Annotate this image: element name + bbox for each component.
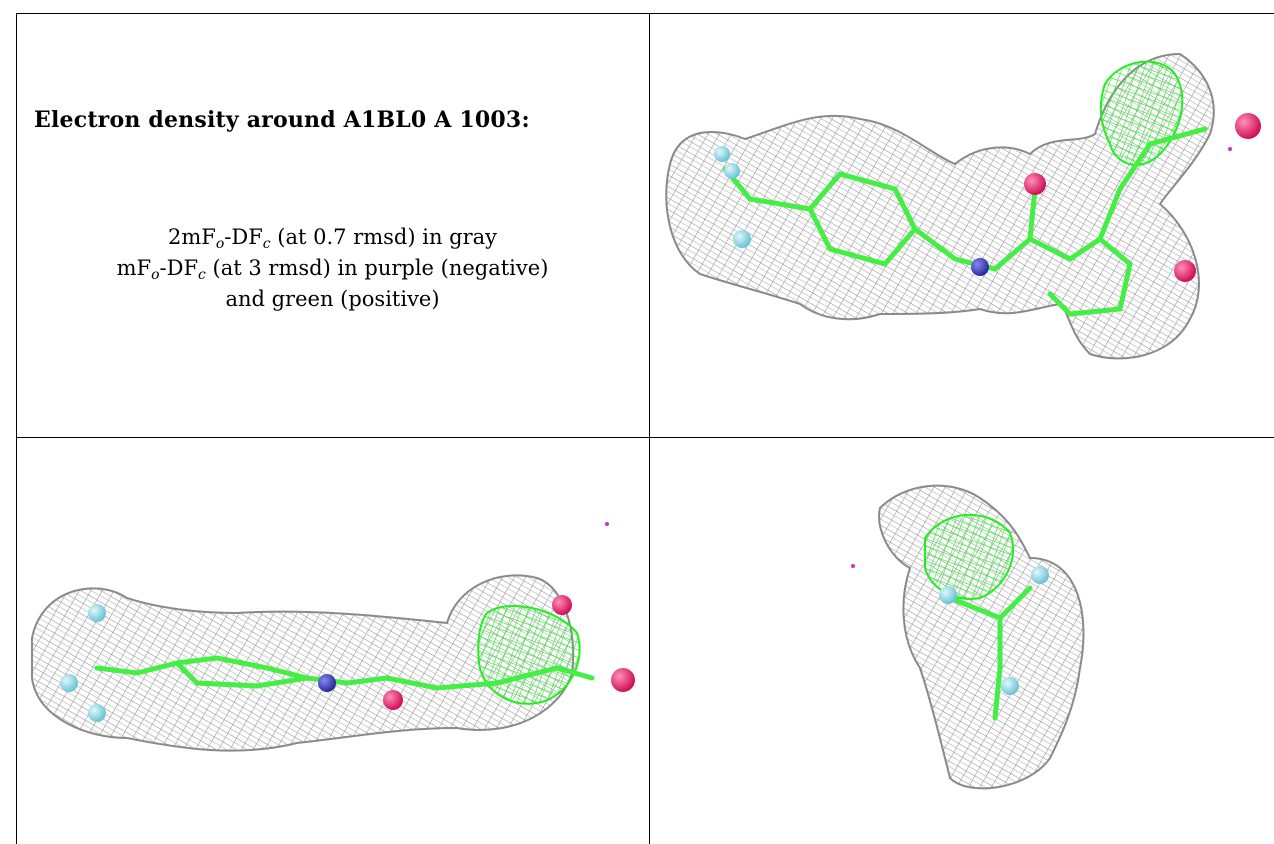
table-center-border xyxy=(649,13,650,844)
caption-description: 2mFo-DFc (at 0.7 rmsd) in gray mFo-DFc (… xyxy=(16,222,649,315)
table-top-border xyxy=(16,13,1274,14)
ligand-atoms xyxy=(60,522,635,722)
caption-title: Electron density around A1BL0 A 1003: xyxy=(34,107,530,133)
ligand-carbon-bonds xyxy=(722,126,1208,317)
ligand-carbon-bonds xyxy=(947,585,1033,721)
caption-line-mfo-dfc: mFo-DFc (at 3 rmsd) in purple (negative) xyxy=(116,256,549,283)
table-middle-border xyxy=(16,437,1274,438)
ligand-density-image-side xyxy=(31,522,635,752)
ligand-atoms xyxy=(714,113,1261,282)
gray-density-mesh xyxy=(665,52,1215,360)
ligand-atoms xyxy=(851,564,1049,695)
caption-line-colors: and green (positive) xyxy=(225,287,440,311)
density-view-bottom-left xyxy=(17,438,649,844)
density-view-top xyxy=(650,14,1274,437)
caption-cell: Electron density around A1BL0 A 1003: 2m… xyxy=(16,14,649,437)
ligand-density-image-end-on xyxy=(851,484,1085,790)
density-view-bottom-right xyxy=(650,438,1274,844)
green-positive-density xyxy=(477,605,581,705)
caption-line-2mfo-dfc: 2mFo-DFc (at 0.7 rmsd) in gray xyxy=(167,225,498,252)
table-left-border xyxy=(16,13,17,844)
ligand-density-image-top xyxy=(665,52,1261,360)
